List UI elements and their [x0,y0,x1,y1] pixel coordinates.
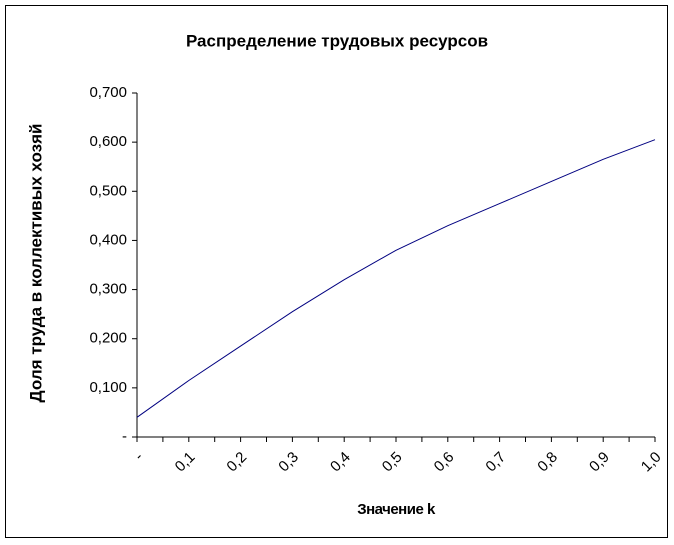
y-tick-label: - [122,428,127,445]
y-tick-label: 0,700 [89,84,127,101]
y-tick-label: 0,400 [89,231,127,248]
y-tick-label: 0,100 [89,379,127,396]
x-axis-label: Значение k [357,501,436,518]
y-axis-label: Доля труда в коллективых хозяй [26,124,45,403]
y-tick-label: 0,500 [89,182,127,199]
chart-title: Распределение трудовых ресурсов [186,31,488,50]
y-tick-label: 0,200 [89,330,127,347]
y-tick-label: 0,600 [89,133,127,150]
data-line [136,139,656,418]
y-axis-label-group: Доля труда в коллективых хозяй [26,124,45,403]
chart-border [5,5,668,538]
y-tick-label: 0,300 [89,281,127,298]
